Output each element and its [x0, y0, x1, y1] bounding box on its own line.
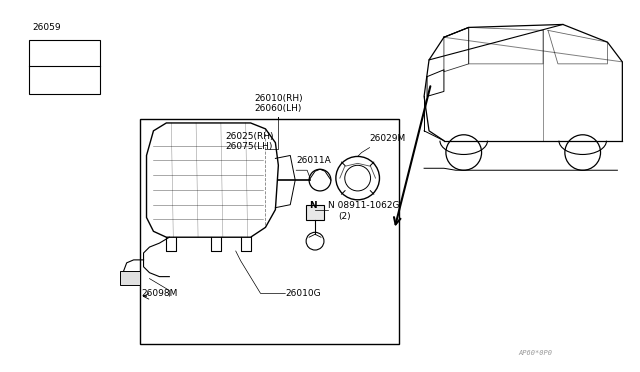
Text: 26098M: 26098M [141, 289, 178, 298]
Bar [29, 40, 100, 94]
Text: 26010(RH): 26010(RH) [254, 94, 303, 103]
Text: 26060(LH): 26060(LH) [255, 104, 302, 113]
Text: N 08911-1062G: N 08911-1062G [328, 201, 399, 210]
Text: 26075(LH): 26075(LH) [226, 142, 273, 151]
Text: 26059: 26059 [33, 23, 61, 32]
Text: AP60*0P0: AP60*0P0 [518, 350, 552, 356]
Text: 26011A: 26011A [296, 156, 331, 165]
Bar [306, 205, 324, 221]
Text: N: N [309, 201, 317, 210]
Bar [140, 119, 399, 344]
Text: 26025(RH): 26025(RH) [226, 132, 275, 141]
Text: (2): (2) [338, 212, 351, 221]
Bar [120, 271, 140, 285]
Text: 26029M: 26029M [369, 134, 406, 143]
Text: 26010G: 26010G [285, 289, 321, 298]
